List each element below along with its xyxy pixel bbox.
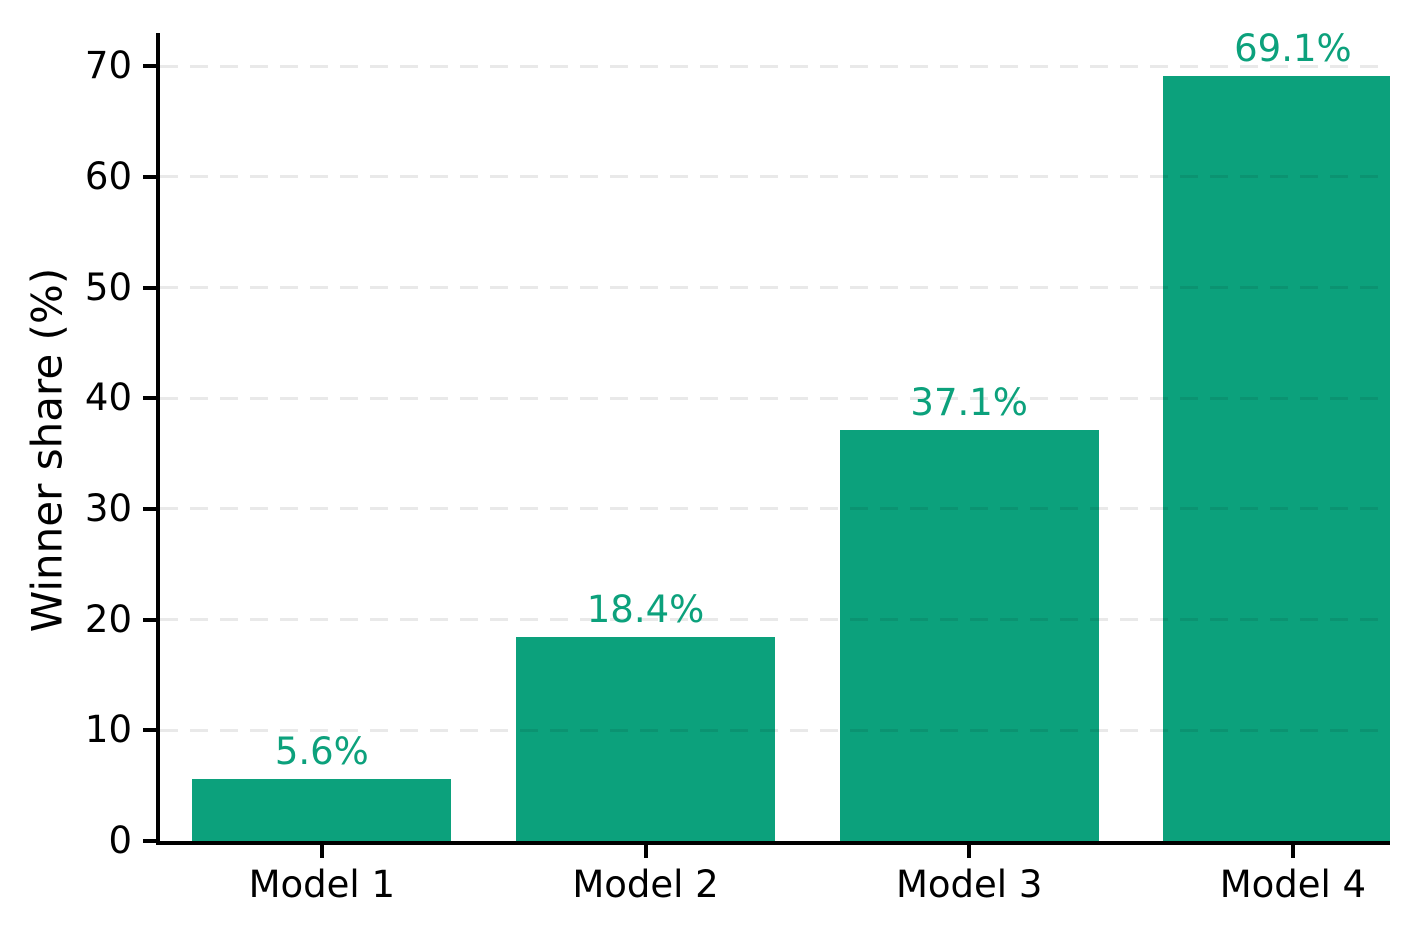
y-axis-label: Winner share (%) — [22, 267, 72, 633]
x-tick-label: Model 4 — [1219, 863, 1367, 906]
y-tick-mark — [143, 396, 156, 401]
y-tick-mark — [143, 617, 156, 622]
x-tick-mark — [967, 845, 972, 858]
y-tick-label: 10 — [84, 708, 132, 752]
y-tick-label: 0 — [108, 819, 132, 862]
y-tick-mark — [143, 728, 156, 733]
bars-layer — [160, 33, 1390, 841]
y-tick-mark — [143, 506, 156, 511]
bar — [1163, 76, 1390, 841]
plot-area — [160, 33, 1390, 841]
y-tick-label: 20 — [84, 597, 132, 641]
y-axis-spine — [156, 33, 160, 845]
bar — [192, 779, 452, 841]
y-tick-label: 60 — [84, 154, 132, 198]
y-tick-mark — [143, 174, 156, 179]
y-tick-label: 30 — [84, 486, 132, 530]
x-tick-label: Model 3 — [896, 863, 1043, 906]
y-tick-label: 50 — [84, 265, 132, 309]
y-tick-mark — [143, 839, 156, 843]
y-tick-mark — [143, 64, 156, 69]
bar — [516, 637, 775, 841]
x-tick-label: Model 2 — [572, 863, 719, 906]
x-tick-label: Model 1 — [248, 863, 396, 906]
bar-value-label: 69.1% — [1234, 27, 1352, 71]
x-tick-mark — [1290, 845, 1295, 858]
y-tick-label: 70 — [84, 44, 132, 88]
y-tick-mark — [143, 285, 156, 290]
bar-value-label: 5.6% — [274, 730, 369, 774]
bar-value-label: 37.1% — [910, 381, 1028, 425]
y-tick-label: 40 — [84, 376, 132, 420]
x-tick-mark — [319, 845, 324, 858]
bar-value-label: 18.4% — [586, 588, 705, 632]
bar — [839, 430, 1099, 841]
x-tick-mark — [643, 845, 648, 858]
x-axis-spine — [156, 841, 1390, 845]
